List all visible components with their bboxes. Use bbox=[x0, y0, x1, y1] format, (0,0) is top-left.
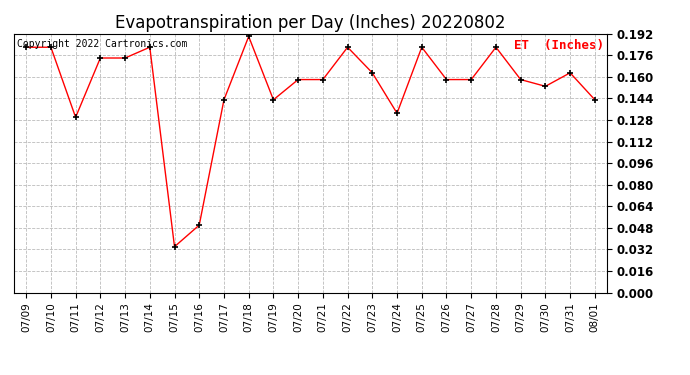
Title: Evapotranspiration per Day (Inches) 20220802: Evapotranspiration per Day (Inches) 2022… bbox=[115, 14, 506, 32]
Text: ET  (Inches): ET (Inches) bbox=[514, 39, 604, 52]
Text: Copyright 2022 Cartronics.com: Copyright 2022 Cartronics.com bbox=[17, 39, 187, 49]
